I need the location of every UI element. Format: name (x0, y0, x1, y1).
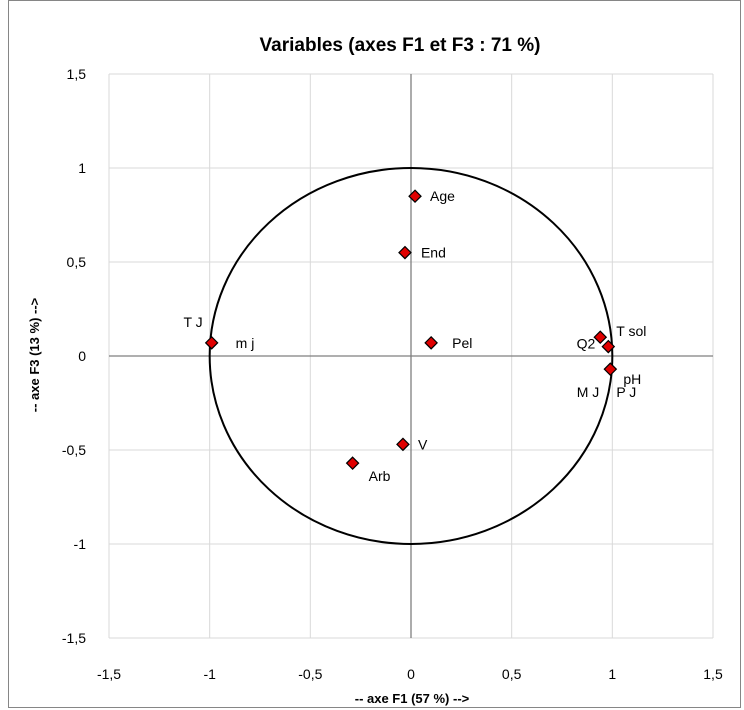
y-tick-labels: 1,5 1 0,5 0 -0,5 -1 -1,5 (62, 66, 86, 646)
x-tick-label: -1 (203, 666, 216, 682)
x-axis-title: -- axe F1 (57 %) --> (355, 691, 470, 706)
x-tick-label: -0,5 (298, 666, 322, 682)
data-point-marker (345, 456, 360, 471)
point-label: Pel (452, 335, 472, 351)
y-tick-label: 0 (78, 348, 86, 364)
chart-title: Variables (axes F1 et F3 : 71 %) (260, 35, 541, 56)
y-tick-label: 1,5 (67, 66, 87, 82)
data-point-marker (396, 437, 410, 452)
y-tick-label: 1 (78, 160, 86, 176)
y-tick-label: 0,5 (67, 254, 87, 270)
y-tick-label: -0,5 (62, 442, 86, 458)
point-label: V (418, 436, 428, 452)
point-label: pH (623, 371, 641, 387)
unit-circle (208, 167, 614, 545)
x-tick-label: 0,5 (502, 666, 522, 682)
data-point-marker (601, 339, 616, 354)
data-point-marker (424, 335, 438, 350)
point-label: m j (236, 335, 255, 351)
data-point-marker (398, 245, 412, 260)
y-tick-label: -1,5 (62, 630, 86, 646)
data-point-marker (408, 189, 422, 204)
x-tick-label: 1,5 (703, 666, 723, 682)
point-labels: Age End Pel T J m j T sol Q2 pH M J P J V Arb (183, 188, 646, 484)
y-axis-title: -- axe F3 (13 %) --> (27, 297, 42, 412)
point-label: Age (430, 188, 455, 204)
point-label: End (421, 245, 446, 261)
point-label: T sol (616, 323, 646, 339)
data-point-marker (593, 330, 608, 345)
chart-frame (8, 0, 741, 708)
point-label: T J (183, 314, 202, 330)
data-point-marker (204, 335, 219, 350)
x-tick-label: 0 (407, 666, 415, 682)
correlation-circle (208, 167, 614, 545)
point-label: P J (616, 384, 636, 400)
axes (109, 74, 713, 638)
y-tick-label: -1 (74, 536, 87, 552)
point-label: M J (577, 384, 600, 400)
x-tick-labels: -1,5 -1 -0,5 0 0,5 1 1,5 (97, 666, 723, 682)
data-points (204, 189, 618, 471)
x-tick-label: -1,5 (97, 666, 121, 682)
data-point-marker (603, 362, 618, 377)
point-label: Q2 (577, 336, 596, 352)
x-tick-label: 1 (608, 666, 616, 682)
point-label: Arb (369, 468, 391, 484)
